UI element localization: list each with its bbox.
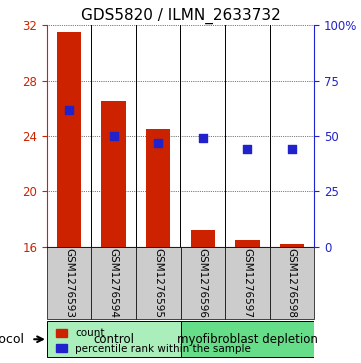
Text: GSM1276595: GSM1276595 (153, 248, 163, 318)
FancyBboxPatch shape (225, 247, 270, 319)
Text: myofibroblast depletion: myofibroblast depletion (177, 333, 318, 346)
FancyBboxPatch shape (180, 247, 225, 319)
FancyBboxPatch shape (47, 247, 91, 319)
Bar (146, 129, 170, 247)
Point (111, 133, 117, 139)
FancyBboxPatch shape (136, 247, 180, 319)
Point (200, 135, 206, 141)
Text: GSM1276597: GSM1276597 (242, 248, 252, 318)
Bar (279, 244, 304, 247)
Text: protocol: protocol (0, 333, 25, 346)
Point (244, 146, 250, 152)
Bar (101, 102, 126, 247)
Bar (191, 230, 215, 247)
Text: GSM1276594: GSM1276594 (109, 248, 119, 318)
FancyBboxPatch shape (180, 321, 314, 357)
FancyBboxPatch shape (47, 321, 180, 357)
FancyBboxPatch shape (270, 247, 314, 319)
Text: control: control (93, 333, 134, 346)
Point (155, 140, 161, 146)
Text: GSM1276598: GSM1276598 (287, 248, 297, 318)
Point (66, 107, 72, 113)
Bar (57, 32, 82, 247)
FancyBboxPatch shape (91, 247, 136, 319)
Text: GSM1276596: GSM1276596 (198, 248, 208, 318)
Bar (235, 240, 260, 247)
Text: GSM1276593: GSM1276593 (64, 248, 74, 318)
Title: GDS5820 / ILMN_2633732: GDS5820 / ILMN_2633732 (81, 8, 280, 24)
Legend: count, percentile rank within the sample: count, percentile rank within the sample (52, 324, 255, 358)
Point (289, 146, 295, 152)
